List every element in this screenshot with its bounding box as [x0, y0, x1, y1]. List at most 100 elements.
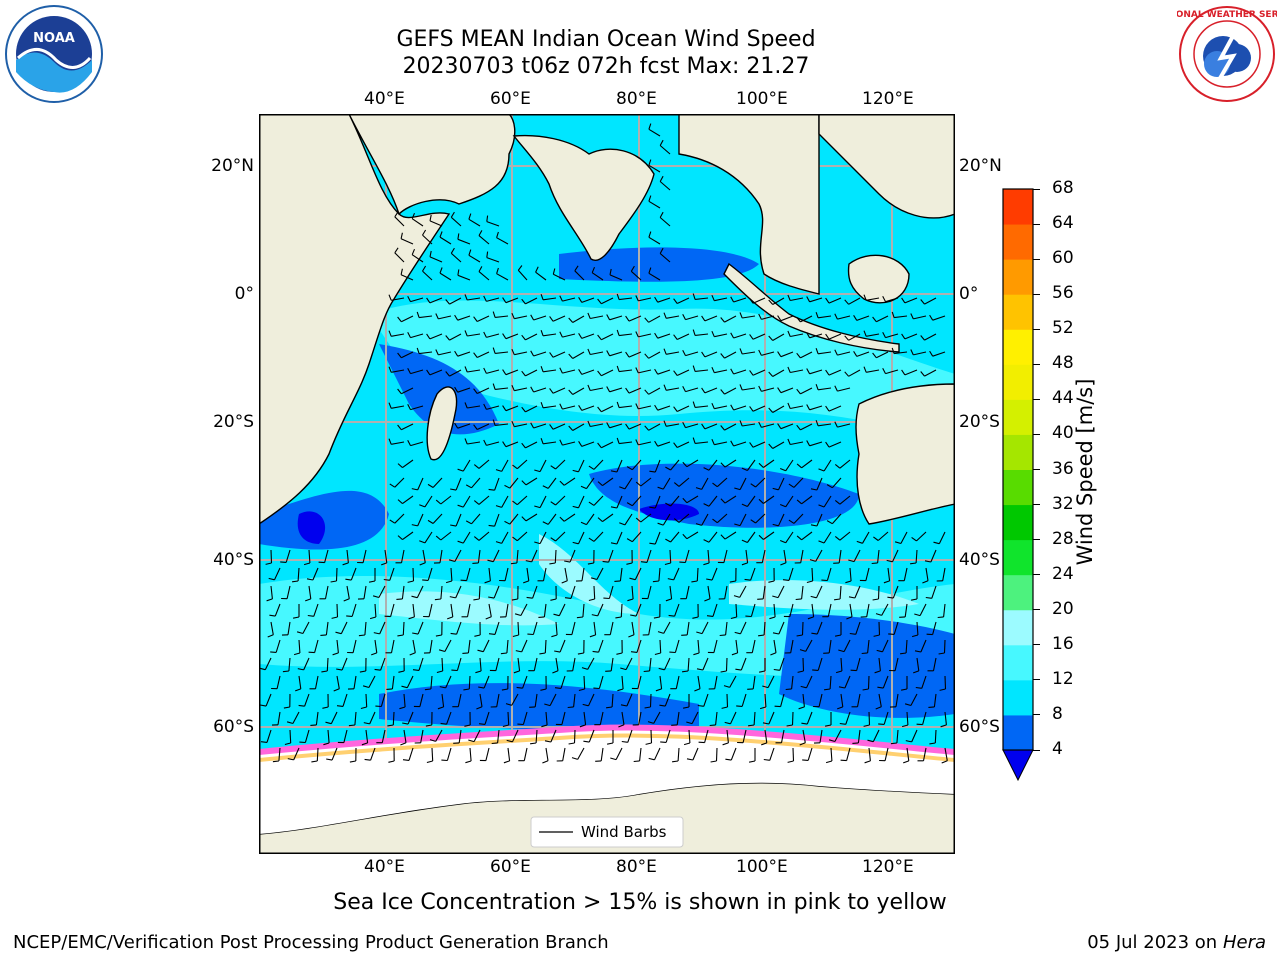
wind-barb	[609, 315, 623, 321]
colorbar-tick-mark	[1033, 293, 1040, 295]
wind-barb-flag	[720, 317, 725, 323]
wind-barb-flag	[504, 520, 511, 525]
wind-barb	[638, 405, 652, 410]
wind-barb	[391, 297, 405, 301]
wind-barb-flag	[686, 721, 693, 725]
wind-barb-flag	[682, 314, 686, 320]
wind-barb	[400, 238, 414, 245]
wind-barb	[665, 729, 671, 743]
wind-barb-flag	[559, 331, 563, 338]
wind-barb-flag	[712, 482, 718, 488]
wind-barb	[723, 549, 728, 563]
colorbar-segment	[1003, 504, 1033, 541]
wind-barb	[552, 315, 566, 322]
wind-barb	[714, 441, 728, 446]
right-lat-tick-40s: 40°S	[959, 550, 1000, 570]
wind-barb	[773, 603, 776, 618]
wind-barb	[930, 549, 937, 563]
wind-barb	[809, 333, 823, 339]
wind-barb-flag	[825, 760, 833, 764]
wind-barb-flag	[422, 229, 427, 236]
wind-barb-flag	[730, 296, 735, 303]
wind-barb-flag	[511, 420, 515, 427]
wind-barb	[840, 657, 843, 672]
wind-barb-flag	[492, 383, 496, 390]
wind-barb-flag	[435, 313, 439, 320]
indonesia-land	[723, 262, 900, 353]
right-lat-tick-0: 0°	[959, 284, 979, 304]
wind-barb	[552, 423, 566, 430]
wind-barb	[751, 639, 756, 653]
wind-barb-flag	[389, 483, 396, 488]
wind-barb-flag	[425, 724, 432, 727]
wind-barb	[477, 549, 481, 563]
left-lat-tick-40s: 40°S	[213, 550, 254, 570]
wind-barb	[791, 711, 794, 726]
wind-barb	[479, 657, 482, 672]
wind-barb	[628, 315, 642, 322]
wind-barb-flag	[692, 329, 696, 336]
wind-barb-flag	[473, 464, 480, 469]
wind-barb	[512, 729, 519, 743]
wind-barb-flag	[711, 438, 715, 445]
wind-barb	[849, 567, 852, 582]
wind-barb-flag	[815, 384, 819, 390]
wind-barb-flag	[606, 706, 613, 709]
wind-barb	[752, 369, 766, 376]
wind-barb	[509, 477, 519, 489]
wind-barb	[336, 639, 339, 653]
wind-barb-flag	[587, 312, 591, 319]
wind-barb	[789, 603, 794, 617]
wind-barb	[750, 567, 756, 581]
wind-barb	[666, 423, 680, 427]
indochina-land	[678, 114, 820, 295]
wind-barb	[659, 639, 662, 654]
wind-barb	[619, 441, 633, 445]
wind-barb	[892, 549, 899, 563]
wind-barb	[486, 257, 500, 263]
wind-barb-flag	[473, 500, 480, 505]
colorbar-tick-label: 64	[1052, 213, 1074, 234]
wind-barb-flag	[768, 407, 774, 413]
wind-barb	[593, 495, 604, 506]
wind-barb	[417, 513, 424, 527]
wind-barb	[916, 531, 927, 542]
wind-barb	[561, 711, 566, 725]
wind-barb-flag	[695, 523, 702, 526]
wind-barb-flag	[388, 330, 392, 337]
wind-barb	[581, 333, 595, 339]
wind-barb	[695, 369, 709, 372]
wind-barb	[450, 216, 462, 227]
wind-barb-flag	[645, 742, 652, 745]
wind-barb-flag	[269, 614, 276, 617]
wind-barb-flag	[801, 722, 808, 725]
wind-barb	[276, 675, 281, 689]
wind-barb	[532, 621, 538, 635]
wind-barb	[801, 585, 804, 599]
wind-barb-flag	[402, 722, 409, 725]
wind-barb	[877, 531, 889, 541]
wind-barb	[439, 549, 443, 563]
wind-barb	[755, 477, 766, 488]
wind-barb	[684, 549, 690, 563]
wind-barb	[823, 531, 832, 544]
wind-barb-flag	[915, 686, 922, 689]
wind-barb	[638, 369, 652, 374]
wind-barb-flag	[630, 651, 638, 653]
wind-barb-flag	[683, 742, 691, 746]
wind-barb-flag	[542, 760, 549, 764]
wind-barb-flag	[559, 480, 565, 486]
wind-barb-flag	[411, 248, 416, 255]
colorbar-tick-label: 16	[1052, 633, 1074, 654]
wind-barb-flag	[709, 724, 716, 727]
wind-barb	[429, 256, 443, 263]
wind-barb	[752, 333, 766, 340]
wind-barb	[856, 315, 870, 321]
footer-date-text: 05 Jul 2023 on	[1087, 932, 1218, 953]
wind-barb-flag	[872, 352, 877, 359]
wind-barb	[772, 405, 785, 413]
wind-barb-flag	[806, 332, 811, 339]
wind-barb	[517, 621, 520, 636]
wind-barb	[764, 693, 767, 708]
wind-barb-flag	[673, 298, 678, 304]
